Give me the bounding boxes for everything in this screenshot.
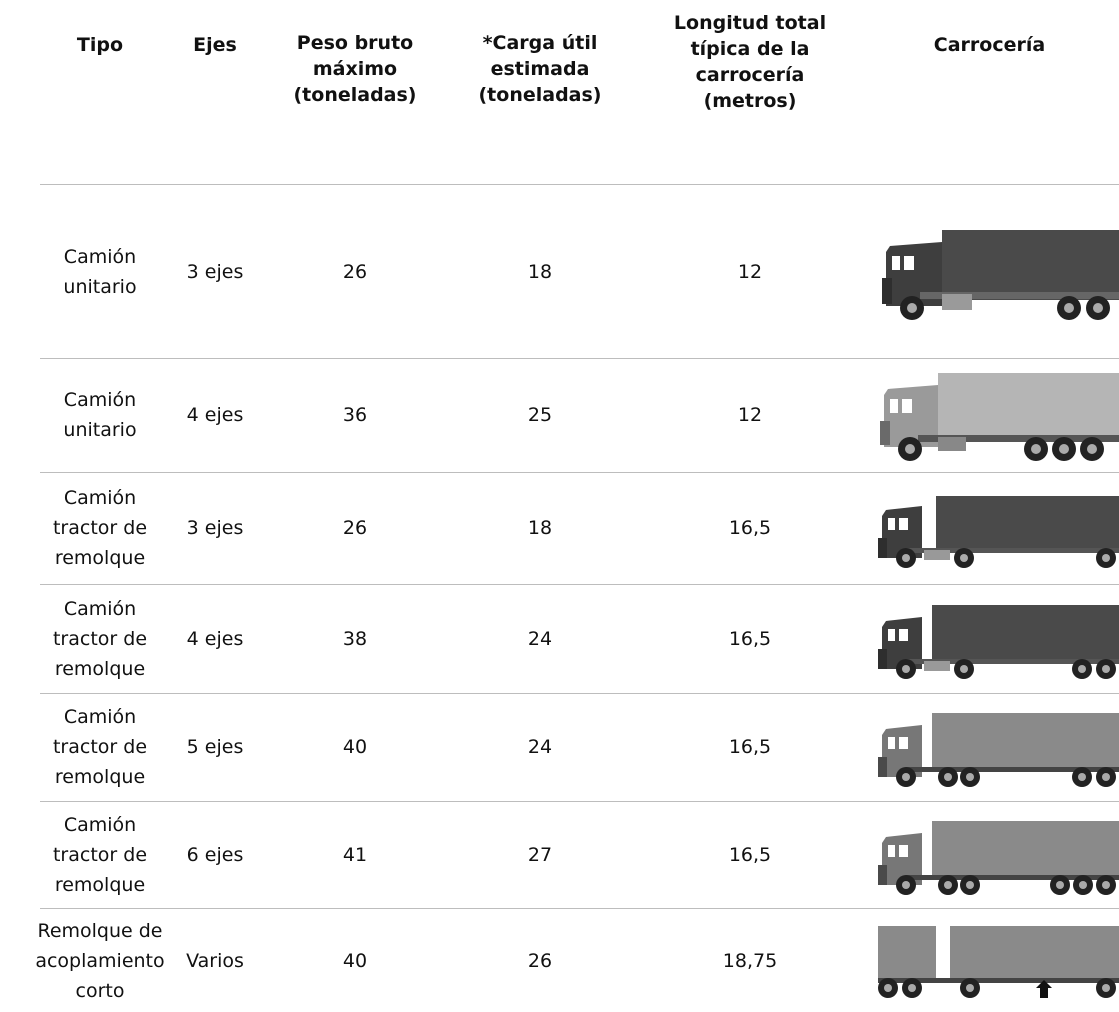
table-row: Camión tractor de remolque 6 ejes 41 27 …	[0, 802, 1119, 908]
row-divider	[40, 584, 1119, 585]
row-divider	[40, 801, 1119, 802]
cell-peso: 26	[342, 260, 368, 283]
table-row: Camión unitario 3 ejes 26 18 12	[0, 185, 1119, 358]
tractor-trailer-3-axle-icon	[860, 473, 1119, 583]
cell-ejes: 3 ejes	[186, 260, 244, 283]
table-row: Camión tractor de remolque 5 ejes 40 24 …	[0, 694, 1119, 800]
header-carga-util: *Carga útil estimada (toneladas)	[478, 32, 602, 106]
row-divider	[40, 472, 1119, 473]
close-coupled-trailer-icon	[860, 909, 1119, 1012]
arrow-up-icon	[1036, 979, 1052, 998]
cell-peso: 40	[342, 736, 368, 758]
cell-carga: 27	[527, 844, 553, 866]
cell-carga: 24	[527, 736, 553, 758]
cell-ejes: Varios	[186, 949, 244, 972]
cell-peso: 36	[342, 404, 368, 426]
cell-tipo: Camión tractor de remolque	[52, 706, 148, 788]
cell-carga: 18	[527, 517, 553, 539]
cell-peso: 38	[342, 627, 368, 650]
cell-longitud: 16,5	[728, 627, 772, 650]
cell-longitud: 16,5	[728, 844, 772, 866]
tractor-trailer-5-axle-icon	[860, 694, 1119, 800]
tractor-trailer-6-axle-icon	[860, 802, 1119, 908]
table-row: Camión unitario 4 ejes 36 25 12	[0, 359, 1119, 471]
cell-longitud: 16,5	[728, 736, 772, 758]
cell-ejes: 3 ejes	[186, 517, 244, 539]
row-divider	[40, 184, 1119, 185]
tractor-trailer-4-axle-icon	[860, 585, 1119, 692]
row-divider	[40, 693, 1119, 694]
header-tipo: Tipo	[76, 34, 124, 56]
cell-tipo: Camión tractor de remolque	[52, 814, 148, 896]
cell-tipo: Camión tractor de remolque	[52, 597, 148, 680]
cell-carga: 24	[527, 627, 553, 650]
table-row: Camión tractor de remolque 4 ejes 38 24 …	[0, 585, 1119, 692]
cell-ejes: 4 ejes	[186, 627, 244, 650]
row-divider	[40, 908, 1119, 909]
cell-longitud: 12	[737, 260, 763, 283]
cell-tipo: Camión tractor de remolque	[52, 487, 148, 569]
cell-longitud: 18,75	[722, 949, 778, 972]
table-row: Camión tractor de remolque 3 ejes 26 18 …	[0, 473, 1119, 583]
cell-peso: 26	[342, 517, 368, 539]
header-longitud: Longitud total típica de la carrocería (…	[673, 12, 827, 112]
cell-tipo: Camión unitario	[63, 389, 137, 441]
header-ejes: Ejes	[193, 34, 237, 56]
cell-ejes: 5 ejes	[186, 736, 244, 758]
cell-peso: 40	[342, 949, 368, 972]
header-peso-bruto: Peso bruto máximo (toneladas)	[293, 32, 417, 106]
table-header: Tipo Ejes Peso bruto máximo (toneladas) …	[0, 0, 1119, 180]
table-row: Remolque de acoplamiento corto Varios 40…	[0, 909, 1119, 1012]
rigid-truck-4-axle-icon	[860, 359, 1119, 471]
cell-carga: 26	[527, 949, 553, 972]
header-carroceria: Carrocería	[933, 34, 1046, 56]
cell-carga: 18	[527, 260, 553, 283]
cell-ejes: 4 ejes	[186, 404, 244, 426]
cell-tipo: Camión unitario	[63, 245, 137, 298]
rigid-truck-3-axle-icon	[860, 185, 1119, 358]
cell-carga: 25	[527, 404, 553, 426]
cell-peso: 41	[342, 844, 368, 866]
cell-tipo: Remolque de acoplamiento corto	[35, 919, 165, 1002]
cell-longitud: 12	[737, 404, 763, 426]
cell-longitud: 16,5	[728, 517, 772, 539]
row-divider	[40, 358, 1119, 359]
cell-ejes: 6 ejes	[186, 844, 244, 866]
